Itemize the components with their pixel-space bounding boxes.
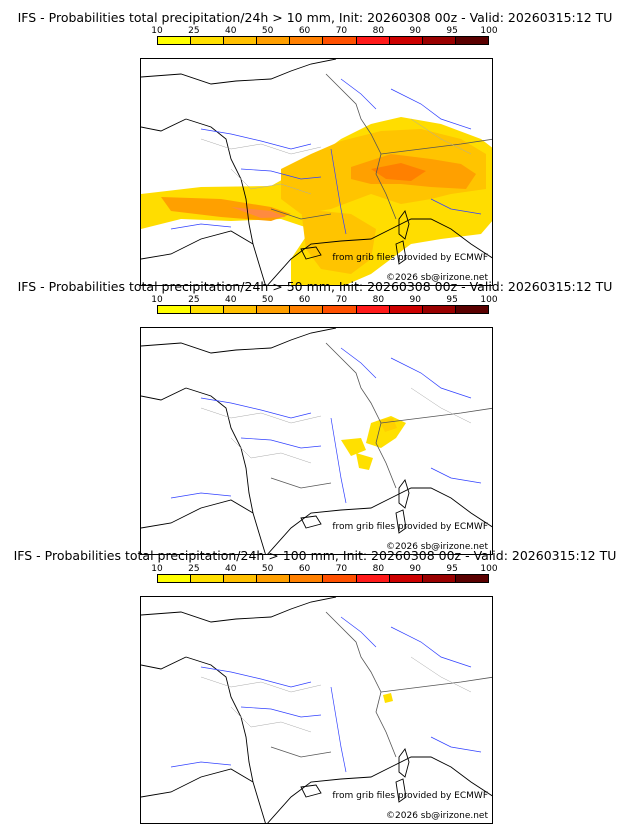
- admin-lines: [200, 656, 472, 733]
- colorbar-segment: [422, 37, 456, 44]
- colorbar-segment: [356, 37, 390, 44]
- rivers: [170, 78, 482, 235]
- colorbar-segment: [389, 575, 423, 582]
- colorbar-segment: [191, 306, 225, 313]
- coastline: [141, 597, 492, 823]
- colorbar: [157, 36, 489, 45]
- panel-10mm: IFS - Probabilities total precipitation/…: [0, 10, 630, 286]
- colorbar-tick-label: 60: [298, 564, 311, 574]
- map-svg: [141, 597, 492, 823]
- colorbar-tick-label: 95: [446, 295, 458, 305]
- precip-overlay: [341, 416, 406, 470]
- precip-overlay: [383, 693, 393, 703]
- colorbar-tick-label: 40: [225, 295, 237, 305]
- colorbar-segment: [257, 37, 291, 44]
- coastline: [141, 59, 492, 285]
- colorbar-segment: [224, 37, 258, 44]
- colorbar-segment: [191, 575, 225, 582]
- source-credit: from grib files provided by ECMWF: [332, 253, 488, 263]
- rivers: [170, 616, 482, 773]
- source-credit: from grib files provided by ECMWF: [332, 791, 488, 801]
- colorbar-tick-label: 60: [298, 26, 311, 36]
- colorbar-tick-label: 10: [151, 26, 163, 36]
- map-frame: from grib files provided by ECMWF ©2026 …: [140, 596, 493, 824]
- colorbar-segment: [323, 575, 357, 582]
- colorbar-segment: [158, 575, 192, 582]
- panel-100mm: IFS - Probabilities total precipitation/…: [0, 548, 630, 824]
- colorbar-segment: [422, 306, 456, 313]
- panel-50mm: IFS - Probabilities total precipitation/…: [0, 279, 630, 555]
- colorbar-segment: [323, 37, 357, 44]
- colorbar-tick-label: 100: [480, 295, 498, 305]
- copyright-credit: ©2026 sb@irizone.net: [386, 273, 488, 283]
- colorbar-tick-label: 25: [188, 564, 200, 574]
- colorbar-tick-label: 25: [188, 26, 200, 36]
- colorbar-segment: [290, 575, 324, 582]
- colorbar-segment: [290, 306, 324, 313]
- colorbar-tick-label: 50: [261, 26, 274, 36]
- colorbar-ticks: 10 25 40 50 60 70 80 90 95 100: [151, 564, 497, 574]
- colorbar-tick-label: 80: [372, 564, 385, 574]
- colorbar-segment: [455, 306, 488, 313]
- borders: [270, 73, 492, 220]
- colorbar-segment: [191, 37, 225, 44]
- copyright-credit: ©2026 sb@irizone.net: [386, 811, 488, 821]
- colorbar-ticks: 10 25 40 50 60 70 80 90 95 100: [151, 26, 497, 36]
- colorbar-segment: [290, 37, 324, 44]
- colorbar-segment: [389, 37, 423, 44]
- colorbar-tick-label: 80: [372, 295, 385, 305]
- colorbar-tick-label: 70: [335, 295, 348, 305]
- colorbar-tick-label: 95: [446, 564, 458, 574]
- map-svg: [141, 59, 492, 285]
- colorbar-segment: [455, 37, 488, 44]
- copyright-credit: ©2026 sb@irizone.net: [386, 542, 488, 552]
- colorbar-tick-label: 100: [480, 564, 498, 574]
- borders: [270, 342, 492, 489]
- colorbar-tick-label: 40: [225, 26, 237, 36]
- colorbar-tick-label: 80: [372, 26, 385, 36]
- colorbar-ticks: 10 25 40 50 60 70 80 90 95 100: [151, 295, 497, 305]
- colorbar-tick-label: 50: [261, 295, 274, 305]
- coastline: [141, 328, 492, 554]
- map-frame: from grib files provided by ECMWF ©2026 …: [140, 58, 493, 286]
- colorbar-tick-label: 95: [446, 26, 458, 36]
- panel-title: IFS - Probabilities total precipitation/…: [13, 548, 617, 563]
- colorbar-segment: [422, 575, 456, 582]
- colorbar: [157, 305, 489, 314]
- colorbar-segment: [455, 575, 488, 582]
- colorbar-segment: [257, 575, 291, 582]
- admin-lines: [200, 118, 472, 195]
- colorbar-segment: [356, 575, 390, 582]
- colorbar-tick-label: 50: [261, 564, 274, 574]
- panel-title: IFS - Probabilities total precipitation/…: [17, 279, 613, 294]
- colorbar-segment: [389, 306, 423, 313]
- map-frame: from grib files provided by ECMWF ©2026 …: [140, 327, 493, 555]
- source-credit: from grib files provided by ECMWF: [332, 522, 488, 532]
- colorbar-tick-label: 90: [409, 295, 421, 305]
- colorbar-tick-label: 40: [225, 564, 237, 574]
- colorbar-tick-label: 10: [151, 564, 163, 574]
- colorbar-tick-label: 60: [298, 295, 311, 305]
- panel-title: IFS - Probabilities total precipitation/…: [17, 10, 613, 25]
- colorbar-segment: [158, 306, 192, 313]
- colorbar-tick-label: 25: [188, 295, 200, 305]
- map-svg: [141, 328, 492, 554]
- colorbar-segment: [323, 306, 357, 313]
- colorbar-tick-label: 90: [409, 26, 421, 36]
- colorbar-segment: [158, 37, 192, 44]
- borders: [270, 611, 492, 758]
- colorbar-tick-label: 10: [151, 295, 163, 305]
- rivers: [170, 347, 482, 504]
- colorbar-segment: [224, 306, 258, 313]
- precip-overlay: [141, 117, 492, 285]
- colorbar-tick-label: 100: [480, 26, 498, 36]
- colorbar-tick-label: 90: [409, 564, 421, 574]
- colorbar-segment: [257, 306, 291, 313]
- colorbar-tick-label: 70: [335, 26, 348, 36]
- colorbar: [157, 574, 489, 583]
- colorbar-segment: [224, 575, 258, 582]
- colorbar-segment: [356, 306, 390, 313]
- colorbar-tick-label: 70: [335, 564, 348, 574]
- admin-lines: [200, 387, 472, 464]
